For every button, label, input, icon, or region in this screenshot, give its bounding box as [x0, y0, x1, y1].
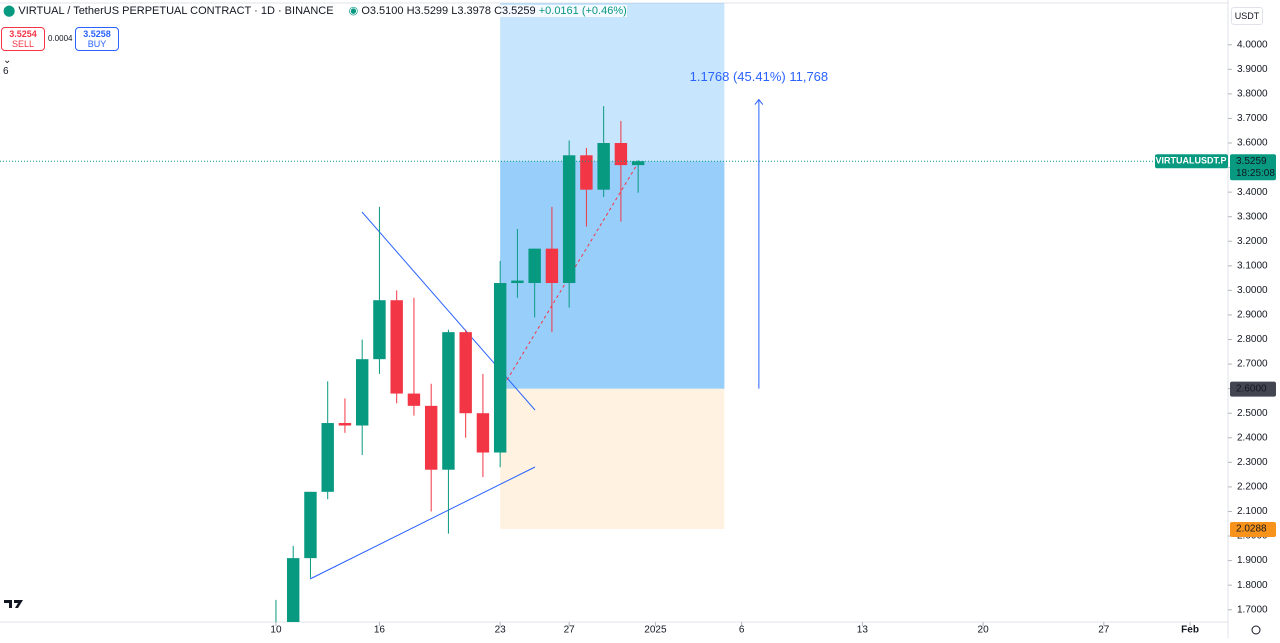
candle-body[interactable]	[373, 300, 386, 360]
candle-body[interactable]	[442, 332, 455, 470]
candles	[275, 106, 645, 629]
buy-button[interactable]: 3.5258 BUY	[75, 27, 119, 51]
settings-icon[interactable]	[1251, 625, 1261, 635]
y-tick-label: 1.7000	[1237, 604, 1268, 615]
candle-body[interactable]	[459, 332, 472, 414]
candle-body[interactable]	[528, 248, 541, 284]
candle-body[interactable]	[304, 491, 317, 559]
candle-body[interactable]	[355, 359, 369, 426]
candle-body[interactable]	[614, 143, 628, 166]
stop-zone[interactable]	[500, 388, 725, 529]
logo[interactable]	[4, 600, 23, 608]
candle-body[interactable]	[493, 283, 507, 453]
ohlc-low: L3.3978	[451, 5, 491, 17]
x-tick-label: 10	[270, 625, 282, 636]
y-tick-label: 3.9000	[1237, 64, 1268, 75]
candle-body[interactable]	[390, 300, 403, 394]
y-tick-label: 3.3000	[1237, 211, 1268, 222]
candle-body[interactable]	[338, 423, 352, 426]
x-tick-label: 23	[495, 625, 507, 636]
y-tick-label: 3.7000	[1237, 113, 1268, 124]
x-tick-label: 2025	[644, 625, 667, 636]
y-tick-label: 1.9000	[1237, 555, 1268, 566]
measure-label: 1.1768 (45.41%) 11,768	[690, 69, 829, 84]
candle-body[interactable]	[597, 143, 610, 190]
candle-body[interactable]	[562, 155, 576, 284]
x-tick-label: 20	[978, 625, 990, 636]
symbol-title[interactable]: VIRTUAL / TetherUS PERPETUAL CONTRACT · …	[18, 5, 334, 17]
ohlc-change: +0.0161 (+0.46%)	[538, 5, 627, 17]
entry-price-tag: 2.6000	[1236, 383, 1267, 394]
candle-body[interactable]	[631, 161, 645, 166]
x-tick-label: Feb	[1181, 625, 1199, 636]
y-tick-label: 3.8000	[1237, 89, 1268, 100]
last-price-tag-bg	[1230, 154, 1276, 181]
x-tick-label: 27	[564, 625, 576, 636]
y-tick-label: 2.2000	[1237, 482, 1268, 493]
symbol-icon: ⬤	[3, 5, 16, 17]
candle-body[interactable]	[580, 155, 593, 190]
stop-price-tag-bg	[1230, 521, 1276, 537]
x-tick-label: 27	[1098, 625, 1110, 636]
x-tick-label: 6	[739, 625, 745, 636]
x-tick-label: 16	[374, 625, 386, 636]
candle-body[interactable]	[476, 413, 490, 453]
header-row: ⬤ VIRTUAL / TetherUS PERPETUAL CONTRACT …	[3, 4, 627, 17]
y-tick-label: 2.7000	[1237, 359, 1268, 370]
sell-label[interactable]: SELL	[11, 39, 35, 49]
indicators-count[interactable]: 6	[3, 66, 9, 77]
y-tick-label: 3.6000	[1237, 138, 1268, 149]
countdown: 18:25:08	[1236, 168, 1275, 179]
position-tool[interactable]	[500, 3, 725, 529]
currency-button[interactable]: USDT	[1231, 7, 1263, 25]
symbol-tag: VIRTUALUSDT.P	[1155, 156, 1226, 166]
y-tick-label: 4.0000	[1237, 39, 1268, 50]
y-tick-label: 3.4000	[1237, 187, 1268, 198]
candle-body[interactable]	[407, 393, 421, 406]
status-dot: ◉	[348, 5, 359, 17]
y-tick-label: 3.2000	[1237, 236, 1268, 247]
y-tick-label: 2.9000	[1237, 310, 1268, 321]
y-tick-label: 3.0000	[1237, 285, 1268, 296]
entry-price-tag-bg	[1230, 381, 1276, 397]
y-tick-label: 2.1000	[1237, 506, 1268, 517]
ohlc-open: O3.5100	[361, 5, 404, 17]
sell-button[interactable]: 3.5254 SELL	[1, 27, 45, 51]
y-tick-label: 2.3000	[1237, 457, 1268, 468]
candle-body[interactable]	[511, 280, 524, 284]
x-tick-label: 13	[857, 625, 869, 636]
target-zone[interactable]	[500, 3, 725, 389]
ohlc-high: H3.5299	[406, 5, 449, 17]
candle-body[interactable]	[321, 423, 334, 492]
measure-arrowhead	[754, 98, 764, 105]
buy-label[interactable]: BUY	[87, 39, 107, 49]
buy-price[interactable]: 3.5258	[83, 29, 111, 39]
trendline[interactable]	[309, 466, 536, 580]
y-tick-label: 1.8000	[1237, 580, 1268, 591]
stop-price-tag: 2.0288	[1236, 524, 1267, 535]
ohlc-close: C3.5259	[494, 5, 536, 17]
sell-price[interactable]: 3.5254	[9, 29, 37, 39]
y-tick-label: 2.8000	[1237, 334, 1268, 345]
y-tick-label: 2.4000	[1237, 432, 1268, 443]
candle-body[interactable]	[545, 248, 559, 284]
indicators-toggle[interactable]: ⌄ 6	[3, 55, 12, 77]
y-tick-label: 3.1000	[1237, 260, 1268, 271]
y-tick-label: 2.5000	[1237, 408, 1268, 419]
symbol-tag-bg	[1155, 154, 1228, 169]
candle-body[interactable]	[286, 558, 300, 629]
last-price-tag: 3.5259	[1236, 156, 1267, 167]
spread: 0.0004	[48, 34, 73, 43]
candle-body[interactable]	[424, 405, 438, 470]
axes: 1.70001.80001.90002.00002.10002.20002.30…	[0, 39, 1276, 636]
